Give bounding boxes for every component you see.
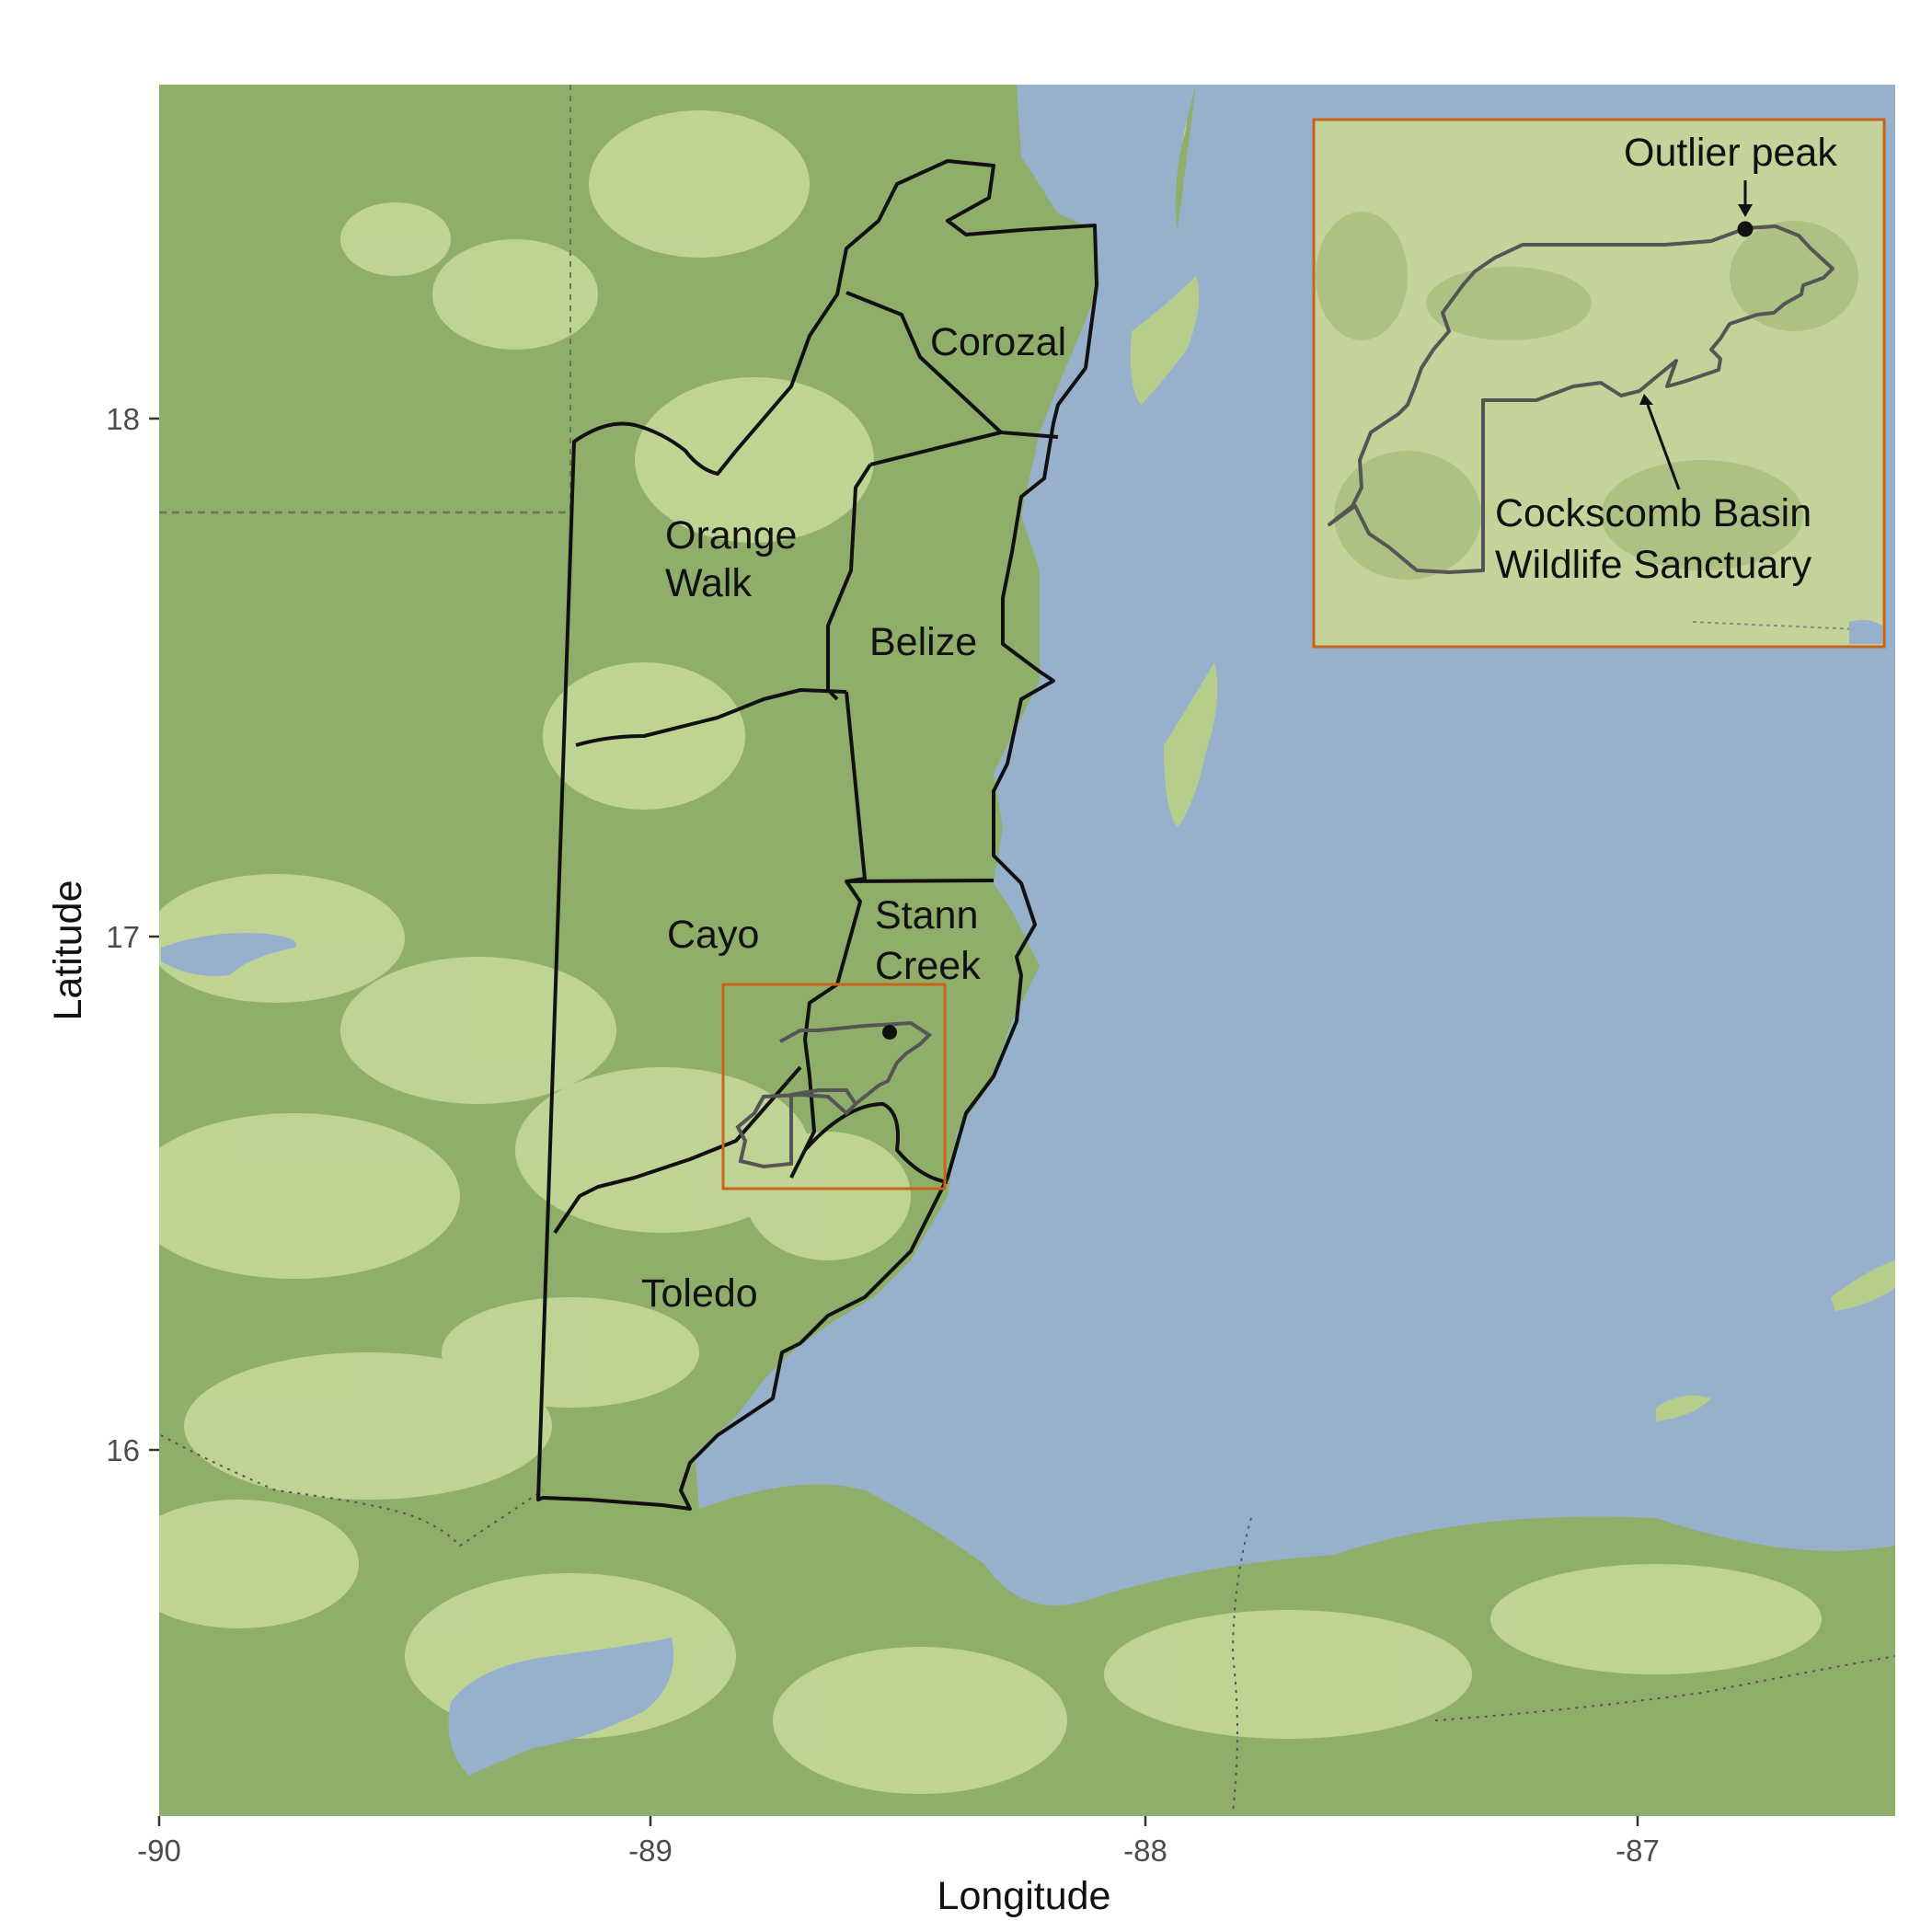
western-lake: [161, 933, 296, 976]
outlier-peak-marker: [1737, 221, 1754, 237]
sanctuary-arrow-line: [1646, 404, 1681, 490]
outlier-peak-marker-small: [882, 1025, 897, 1040]
x-tick-label: -88: [1123, 1834, 1167, 1868]
label-toledo: Toledo: [641, 1271, 758, 1316]
x-tick-label: -90: [137, 1834, 181, 1868]
inset-border: [1312, 118, 1886, 649]
label-cayo: Cayo: [667, 913, 759, 957]
label-orange-walk: Orange Walk: [665, 513, 808, 605]
district-boundaries: [536, 159, 1098, 1511]
sanctuary-outline-small: [735, 1020, 933, 1169]
x-tick-labels: -90 -89 -88 -87: [137, 1834, 1660, 1868]
y-tick-label: 18: [106, 402, 140, 436]
inset-panel: Outlier peak Cockscomb Basin Wildlife Sa…: [1312, 118, 1886, 649]
y-tick-labels: 18 17 16: [106, 402, 140, 1467]
lake-izabal: [448, 1638, 673, 1776]
x-tick-label: -87: [1616, 1834, 1660, 1868]
district-labels: Corozal Orange Walk Belize Cayo Stann Cr…: [641, 320, 1066, 1316]
y-tick-label: 16: [106, 1433, 140, 1467]
study-area-box: [721, 983, 947, 1190]
cayes: [1130, 276, 1895, 1421]
outlier-peak-label: Outlier peak: [1624, 131, 1837, 175]
label-corozal: Corozal: [930, 320, 1066, 364]
outlier-arrow-head: [1738, 204, 1753, 217]
border-dotted-south: [160, 1434, 544, 1547]
label-stann-creek: Stann Creek: [875, 893, 989, 988]
x-tick-label: -89: [628, 1834, 673, 1868]
sanctuary-label: Cockscomb Basin Wildlife Sanctuary: [1495, 491, 1823, 587]
sanctuary-outline-inset: [1328, 224, 1834, 574]
y-axis-title: Latitude: [46, 880, 90, 1020]
axis-ticks: [149, 417, 1639, 1826]
label-belize: Belize: [869, 620, 977, 664]
x-axis-title: Longitude: [937, 1874, 1111, 1918]
sanctuary-arrow-head: [1639, 394, 1653, 405]
y-tick-label: 17: [106, 920, 140, 954]
